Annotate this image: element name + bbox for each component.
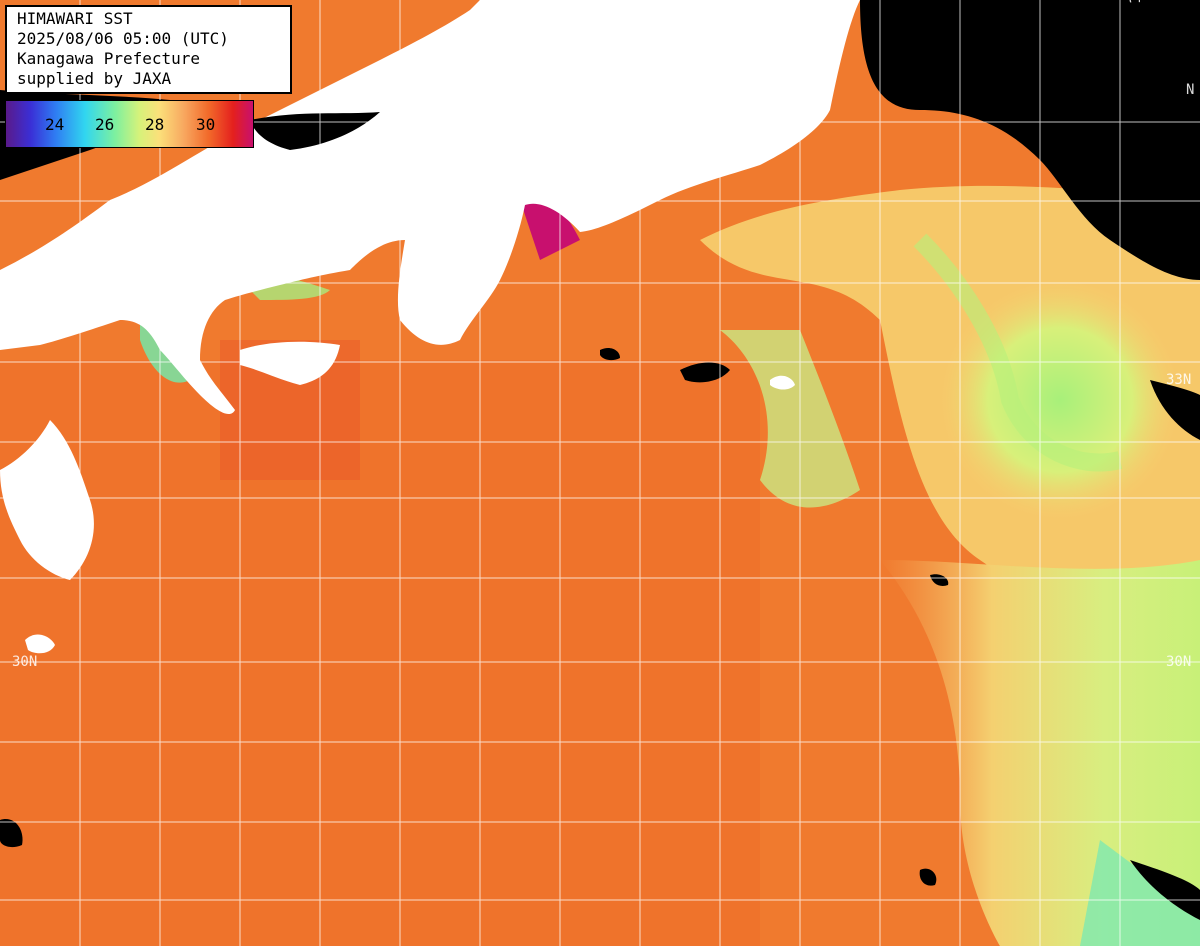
data-credit: supplied by JAXA [17, 69, 172, 88]
cool-filament [720, 330, 860, 508]
lon-label-top: 14 [1128, 0, 1144, 4]
colorbar-tick-26: 26 [95, 115, 115, 134]
info-box: HIMAWARI SST 2025/08/06 05:00 (UTC) Kana… [5, 5, 292, 94]
observation-datetime: 2025/08/06 05:00 (UTC) [17, 29, 229, 48]
shikoku-south-land [240, 341, 340, 385]
lat-label-30n-left: 30N [12, 654, 38, 670]
cool-patch-southeast [1080, 840, 1200, 946]
warm-water-region [0, 360, 760, 946]
small-island [25, 634, 55, 654]
kyushu-land [0, 420, 94, 580]
colorbar-tick-28: 28 [145, 115, 165, 134]
izu-island [770, 375, 795, 390]
north-land [560, 0, 610, 30]
colorbar-tick-30: 30 [196, 115, 216, 134]
colorbar-tick-24: 24 [45, 115, 65, 134]
honshu-shikoku-land [0, 0, 860, 415]
product-title: HIMAWARI SST [17, 9, 133, 28]
region-name: Kanagawa Prefecture [17, 49, 201, 68]
lat-label-33n-right: 33N [1166, 372, 1192, 388]
lat-label-30n-right: 30N [1166, 654, 1192, 670]
lat-label-top-right: N [1186, 82, 1195, 98]
temperature-colorbar: 24 26 28 30 [5, 100, 254, 148]
hot-bay-water [520, 196, 580, 260]
land [0, 0, 860, 654]
cool-streak [913, 233, 1123, 472]
